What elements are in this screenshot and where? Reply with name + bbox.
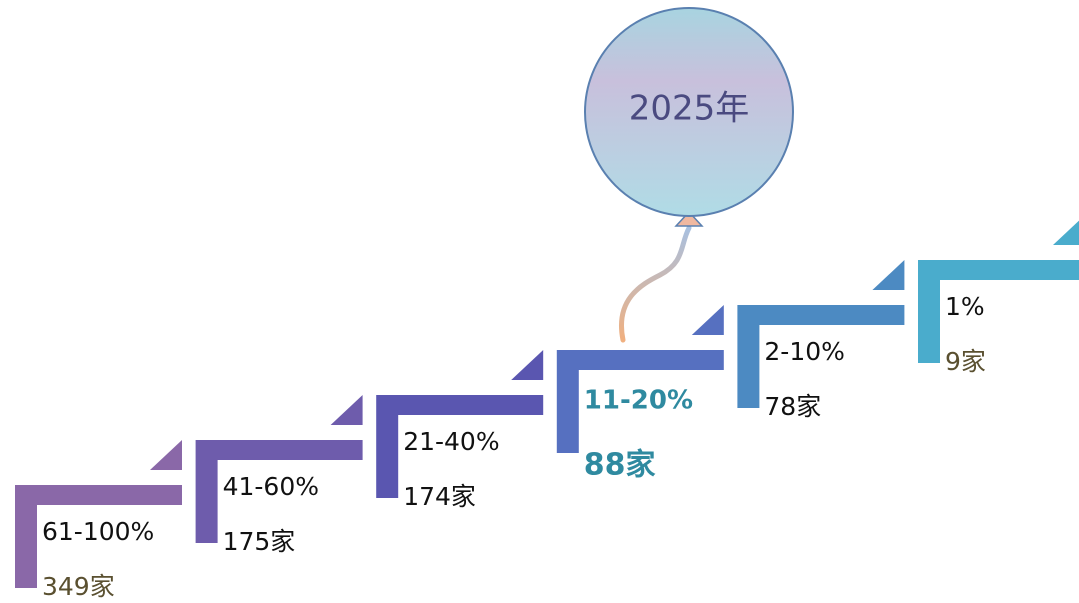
step-count: 9家 — [945, 347, 986, 376]
step-arrow — [1053, 215, 1079, 245]
balloon-label: 2025年 — [629, 89, 750, 129]
steps: 61-100% 349家 41-60% 175家 21-40% 174家 11-20% 88家… — [15, 215, 1079, 601]
step-range: 2-10% — [764, 337, 845, 366]
step-arrow — [692, 305, 724, 335]
step — [918, 260, 1079, 363]
step-arrow — [331, 395, 363, 425]
step-arrow — [511, 350, 543, 380]
step-range: 41-60% — [223, 472, 319, 501]
step-count: 78家 — [764, 392, 821, 421]
infographic: 2025年 61-100% 349家 41-60% 175家 21-40% 174家 11-… — [0, 0, 1079, 603]
step-count: 349家 — [42, 572, 115, 601]
step-arrow — [872, 260, 904, 290]
step-range: 11-20% — [584, 386, 693, 416]
balloon-string — [621, 228, 689, 340]
step-arrow — [150, 440, 182, 470]
step-count: 88家 — [584, 448, 656, 483]
step-count: 174家 — [403, 482, 476, 511]
step-range: 61-100% — [42, 517, 154, 546]
step-count: 175家 — [223, 527, 296, 556]
balloon: 2025年 — [585, 8, 793, 340]
step-range: 1% — [945, 292, 985, 321]
step-range: 21-40% — [403, 427, 499, 456]
